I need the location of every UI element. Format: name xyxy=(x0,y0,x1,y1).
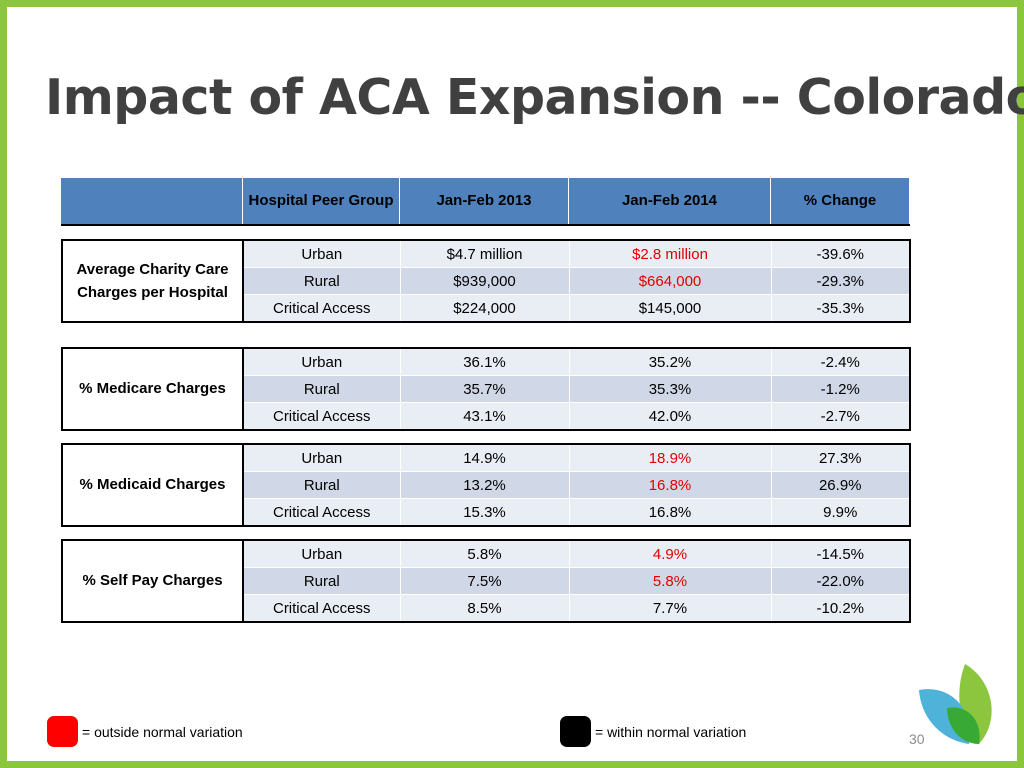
percent-change-cell: -22.0% xyxy=(770,567,911,595)
table-row: % Medicaid Charges Urban 14.9% 18.9% 27.… xyxy=(61,443,911,527)
peer-group-cell: Urban xyxy=(242,539,401,568)
header-blank-cell xyxy=(61,177,243,226)
legend-outside-variation: = outside normal variation xyxy=(47,716,243,747)
value-2014-cell: $145,000 xyxy=(568,294,772,323)
value-2013-cell: 15.3% xyxy=(399,498,570,527)
peer-group-cell: Critical Access xyxy=(242,594,401,623)
table-row: Rural 13.2% 16.8% 26.9% xyxy=(62,471,911,499)
table-row: Average Charity Care Charges per Hospita… xyxy=(61,239,911,323)
percent-change-cell: -1.2% xyxy=(770,375,911,403)
value-2013-cell: $4.7 million xyxy=(399,239,570,268)
peer-group-cell: Critical Access xyxy=(242,498,401,527)
table-row: Critical Access 43.1% 42.0% -2.7% xyxy=(62,402,911,431)
table-row: Rural $939,000 $664,000 -29.3% xyxy=(62,267,911,295)
value-2013-cell: 8.5% xyxy=(399,594,570,623)
percent-change-cell: -2.4% xyxy=(770,347,911,376)
value-2014-cell: 35.2% xyxy=(568,347,772,376)
table-row: % Medicare Charges Urban 36.1% 35.2% -2.… xyxy=(61,347,911,431)
value-2013-cell: 43.1% xyxy=(399,402,570,431)
value-2013-cell: 7.5% xyxy=(399,567,570,595)
header-jan-feb-2013: Jan-Feb 2013 xyxy=(399,177,569,226)
leaf-logo-icon xyxy=(919,664,992,744)
peer-group-cell: Critical Access xyxy=(242,402,401,431)
value-2013-cell: 13.2% xyxy=(399,471,570,499)
value-2013-cell: 5.8% xyxy=(399,539,570,568)
peer-group-cell: Rural xyxy=(242,267,401,295)
percent-change-cell: -29.3% xyxy=(770,267,911,295)
peer-group-cell: Urban xyxy=(242,443,401,472)
peer-group-cell: Rural xyxy=(242,375,401,403)
legend-within-variation: = within normal variation xyxy=(560,716,746,747)
value-2014-cell: 16.8% xyxy=(568,498,772,527)
percent-change-cell: -14.5% xyxy=(770,539,911,568)
page-number: 30 xyxy=(909,731,925,747)
value-2014-cell: 42.0% xyxy=(568,402,772,431)
header-percent-change: % Change xyxy=(770,177,910,226)
section-label: % Self Pay Charges xyxy=(61,539,244,623)
value-2014-cell: 4.9% xyxy=(568,539,772,568)
value-2013-cell: 36.1% xyxy=(399,347,570,376)
leaf-darkgreen-icon xyxy=(947,707,980,744)
black-swatch-icon xyxy=(560,716,591,747)
value-2014-cell: $2.8 million xyxy=(568,239,772,268)
section-charity-care: Average Charity Care Charges per Hospita… xyxy=(61,239,911,323)
percent-change-cell: -39.6% xyxy=(770,239,911,268)
value-2014-cell: 35.3% xyxy=(568,375,772,403)
percent-change-cell: 9.9% xyxy=(770,498,911,527)
header-jan-feb-2014: Jan-Feb 2014 xyxy=(568,177,771,226)
peer-group-cell: Urban xyxy=(242,239,401,268)
section-medicare: % Medicare Charges Urban 36.1% 35.2% -2.… xyxy=(61,347,911,431)
percent-change-cell: -2.7% xyxy=(770,402,911,431)
value-2013-cell: $224,000 xyxy=(399,294,570,323)
table-row: Critical Access 8.5% 7.7% -10.2% xyxy=(62,594,911,623)
red-swatch-icon xyxy=(47,716,78,747)
value-2014-cell: $664,000 xyxy=(568,267,772,295)
value-2013-cell: $939,000 xyxy=(399,267,570,295)
table-header: Hospital Peer Group Jan-Feb 2013 Jan-Feb… xyxy=(61,177,910,226)
legend-within-label: = within normal variation xyxy=(595,723,747,740)
legend-outside-label: = outside normal variation xyxy=(82,723,243,740)
value-2013-cell: 14.9% xyxy=(399,443,570,472)
table-row: Critical Access 15.3% 16.8% 9.9% xyxy=(62,498,911,527)
percent-change-cell: -35.3% xyxy=(770,294,911,323)
slide-title: Impact of ACA Expansion -- Colorado xyxy=(45,69,1024,126)
percent-change-cell: 26.9% xyxy=(770,471,911,499)
peer-group-cell: Critical Access xyxy=(242,294,401,323)
header-peer-group: Hospital Peer Group xyxy=(242,177,400,226)
section-label: % Medicare Charges xyxy=(61,347,244,431)
peer-group-cell: Rural xyxy=(242,471,401,499)
value-2014-cell: 18.9% xyxy=(568,443,772,472)
value-2014-cell: 5.8% xyxy=(568,567,772,595)
percent-change-cell: -10.2% xyxy=(770,594,911,623)
section-medicaid: % Medicaid Charges Urban 14.9% 18.9% 27.… xyxy=(61,443,911,527)
peer-group-cell: Rural xyxy=(242,567,401,595)
section-label: Average Charity Care Charges per Hospita… xyxy=(61,239,244,323)
section-label: % Medicaid Charges xyxy=(61,443,244,527)
value-2014-cell: 7.7% xyxy=(568,594,772,623)
table-row: Rural 7.5% 5.8% -22.0% xyxy=(62,567,911,595)
section-self-pay: % Self Pay Charges Urban 5.8% 4.9% -14.5… xyxy=(61,539,911,623)
value-2014-cell: 16.8% xyxy=(568,471,772,499)
table-row: Critical Access $224,000 $145,000 -35.3% xyxy=(62,294,911,323)
value-2013-cell: 35.7% xyxy=(399,375,570,403)
percent-change-cell: 27.3% xyxy=(770,443,911,472)
table-row: Rural 35.7% 35.3% -1.2% xyxy=(62,375,911,403)
peer-group-cell: Urban xyxy=(242,347,401,376)
table-row: % Self Pay Charges Urban 5.8% 4.9% -14.5… xyxy=(61,539,911,623)
